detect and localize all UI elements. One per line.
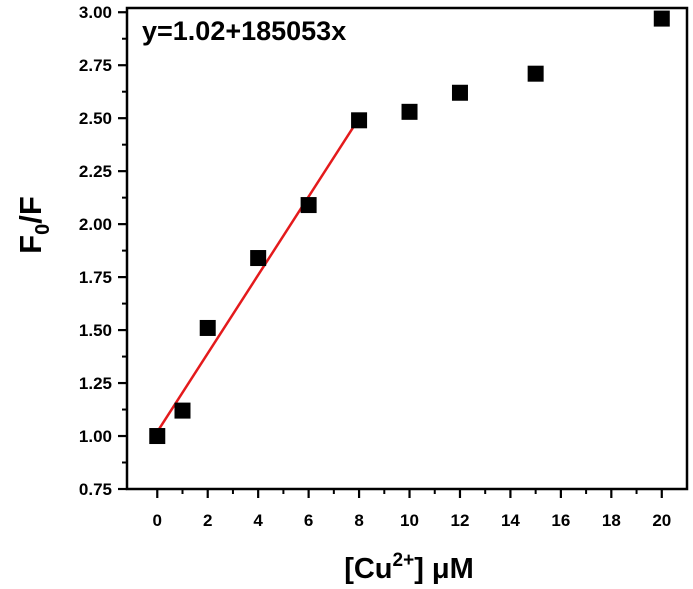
x-axis-title-suffix: ] μM [414,553,474,585]
y-tick-label: 2.00 [79,215,112,234]
x-tick-label: 18 [602,511,621,530]
x-axis-title-prefix: [Cu [344,553,392,585]
data-points [149,10,670,445]
x-tick-label: 10 [400,511,419,530]
x-tick-label: 20 [652,511,671,530]
x-tick-label: 2 [203,511,212,530]
x-axis-ticks: 0 2 4 6 8 10 12 14 16 18 20 [153,489,671,530]
y-tick-label: 0.75 [79,480,112,499]
x-tick-label: 16 [551,511,570,530]
x-axis-title-superscript: 2+ [393,550,415,571]
x-tick-label: 8 [354,511,363,530]
y-tick-label: 1.00 [79,427,112,446]
data-point [199,319,216,336]
data-point [250,250,267,267]
data-point [351,112,368,129]
y-tick-label: 2.25 [79,162,112,181]
x-tick-label: 12 [451,511,470,530]
fit-equation: y=1.02+185053x [142,16,346,46]
y-tick-label: 3.00 [79,3,112,22]
data-point [174,402,191,419]
y-tick-label: 2.50 [79,109,112,128]
data-point [149,428,166,445]
data-point [401,103,418,120]
y-tick-label: 1.50 [79,321,112,340]
x-axis-title: [Cu2+] μM [344,550,474,585]
fit-line [156,117,361,433]
data-point [451,84,468,101]
x-tick-label: 14 [501,511,520,530]
y-axis-title-suffix: /F [13,196,48,224]
y-tick-label: 2.75 [79,56,112,75]
x-tick-label: 4 [253,511,263,530]
data-point [527,65,544,82]
fit-line-group [156,117,361,433]
plot-frame [125,6,689,491]
y-axis-ticks: 0.75 1.00 1.25 1.50 1.75 2.00 2.25 2.50 2.75 3.00 [79,3,127,499]
y-tick-label: 1.75 [79,268,112,287]
x-tick-label: 0 [153,511,162,530]
x-tick-label: 6 [304,511,313,530]
y-axis-title: F0/F [13,196,54,254]
y-tick-label: 1.25 [79,374,112,393]
data-point [653,10,670,27]
y-axis-title-subscript: 0 [32,224,54,235]
y-axis-title-main: F [13,235,48,254]
data-point [300,197,317,214]
